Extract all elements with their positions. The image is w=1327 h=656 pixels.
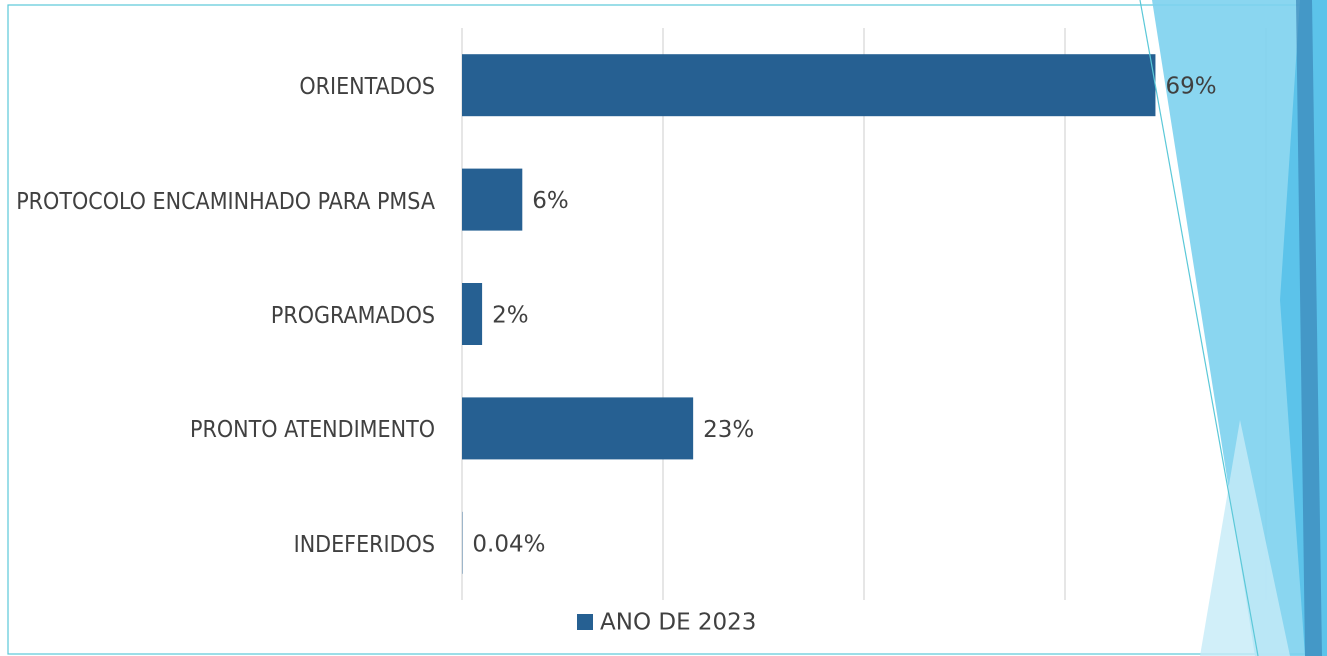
category-label: INDEFERIDOS <box>293 531 435 558</box>
bar <box>462 397 694 460</box>
data-label: 2% <box>492 303 528 329</box>
category-label: PRONTO ATENDIMENTO <box>189 417 435 444</box>
data-label: 6% <box>532 188 569 214</box>
data-label: 69% <box>1165 74 1216 100</box>
value-labels: 69% 6% 2% 23% 0.04% <box>472 74 1216 558</box>
bar <box>462 54 1156 117</box>
bars <box>462 54 1156 574</box>
category-label: PROGRAMADOS <box>270 303 435 329</box>
data-label: 0.04% <box>472 531 545 557</box>
category-label: ORIENTADOS <box>299 74 435 101</box>
decor-line <box>1139 0 1259 656</box>
data-label: 23% <box>703 417 754 443</box>
decor-shape <box>1200 420 1290 656</box>
bar <box>462 283 483 345</box>
legend-swatch <box>577 614 593 630</box>
decor-shape <box>1152 0 1327 656</box>
category-label: PROTOCOLO ENCAMINHADO PARA PMSA <box>16 188 435 215</box>
legend-label: ANO DE 2023 <box>600 610 756 636</box>
decor-shape <box>1296 0 1322 656</box>
bar <box>462 168 523 231</box>
